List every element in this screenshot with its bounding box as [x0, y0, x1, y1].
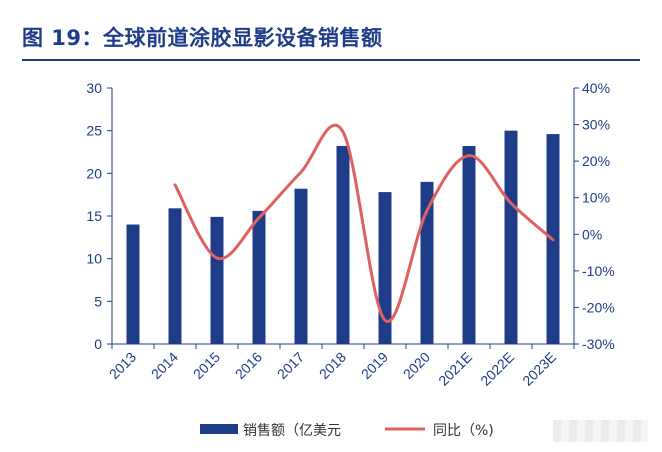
title-underline	[22, 59, 640, 61]
y-right-tick-label: 20%	[582, 153, 610, 169]
y-right-tick-label: 30%	[582, 117, 610, 133]
yoy-line	[173, 123, 555, 323]
y-left-tick-label: 15	[86, 208, 102, 224]
y-right-tick-label: -10%	[582, 263, 615, 279]
line-series	[173, 123, 555, 323]
bar	[168, 208, 182, 344]
legend-line-label: 同比（%)	[433, 423, 494, 439]
y-left-tick-label: 25	[86, 123, 102, 139]
bar	[126, 224, 140, 344]
legend-bar-label: 销售额（亿美元	[243, 423, 341, 439]
bar	[210, 216, 224, 344]
x-tick-label: 2019	[358, 349, 391, 382]
legend-bar-swatch	[200, 424, 238, 434]
bar	[420, 181, 434, 344]
y-left-tick-label: 5	[94, 293, 102, 309]
bar	[504, 130, 518, 344]
bar	[252, 210, 266, 344]
x-tick-label: 2022E	[477, 349, 517, 389]
y-right-tick-label: -30%	[582, 336, 615, 352]
bar-series	[126, 130, 560, 344]
y-right-tick-label: 10%	[582, 190, 610, 206]
bar	[294, 188, 308, 344]
y-right-tick-label: 40%	[582, 80, 610, 96]
y-right-tick-label: 0%	[582, 226, 602, 242]
x-tick-label: 2014	[148, 349, 181, 382]
y-left-tick-labels: 0 5 10 15 20 25 30	[86, 80, 102, 352]
y-right-tick-label: -20%	[582, 299, 615, 315]
x-tick-label: 2015	[190, 349, 223, 382]
bar	[336, 146, 350, 344]
x-tick-label: 2017	[274, 349, 307, 382]
x-tick-label: 2023E	[519, 349, 559, 389]
y-left-tick-label: 30	[86, 80, 102, 96]
figure-title: 图 19：全球前道涂胶显影设备销售额	[22, 26, 383, 50]
x-tick-label: 2020	[400, 349, 433, 382]
y-left-tick-label: 0	[94, 336, 102, 352]
y-left-tick-label: 20	[86, 165, 102, 181]
x-tick-label: 2021E	[435, 349, 475, 389]
bar	[462, 146, 476, 344]
y-right-tick-labels: -30% -20% -10% 0% 10% 20% 30% 40%	[582, 80, 615, 352]
x-tick-labels: 2013 2014 2015 2016 2017 2018 2019 2020 2021E 202…	[106, 349, 559, 389]
y-left-tick-label: 10	[86, 251, 102, 267]
blurred-watermark	[553, 420, 648, 442]
x-tick-label: 2018	[316, 349, 349, 382]
bar	[378, 192, 392, 344]
legend: 销售额（亿美元 同比（%)	[200, 423, 494, 439]
x-tick-label: 2013	[106, 349, 139, 382]
x-tick-label: 2016	[232, 349, 265, 382]
